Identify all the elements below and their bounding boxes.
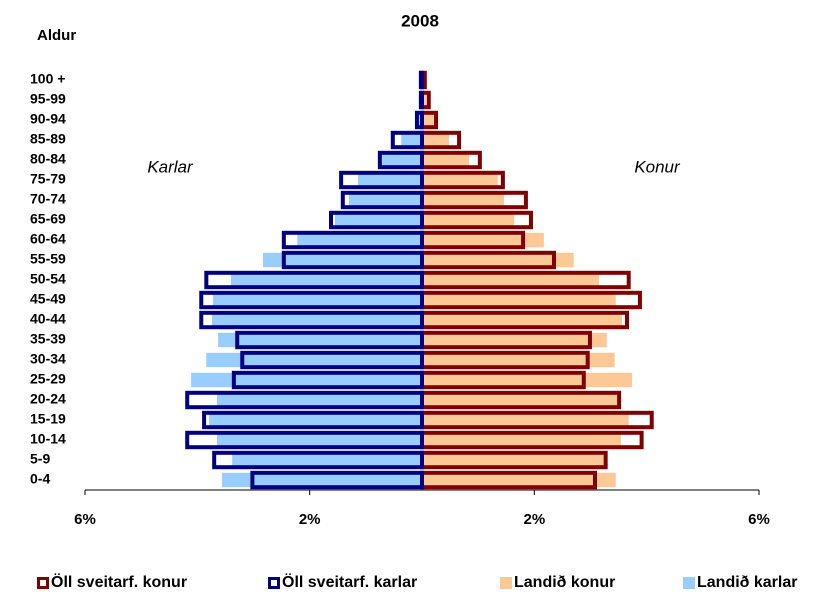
y-tick-label: 100 +: [30, 71, 65, 87]
y-tick-label: 55-59: [30, 251, 66, 267]
bar: [339, 170, 424, 190]
bar: [422, 192, 505, 208]
bar: [422, 372, 633, 388]
bar: [422, 432, 621, 448]
y-tick-label: 45-49: [30, 291, 66, 307]
legend-label: Landið konur: [514, 574, 615, 591]
y-tick-label: 35-39: [30, 331, 66, 347]
y-tick-label: 80-84: [30, 151, 66, 167]
bar: [216, 392, 422, 408]
bar: [235, 330, 424, 350]
bar: [414, 110, 425, 130]
bar: [422, 212, 515, 228]
x-tick-label: 2%: [299, 511, 321, 528]
y-tick-label: 40-44: [30, 311, 66, 327]
bar: [231, 272, 422, 288]
y-tick-label: 20-24: [30, 391, 66, 407]
bar: [240, 350, 424, 370]
y-tick-label: 95-99: [30, 91, 66, 107]
bar: [213, 292, 422, 308]
bar: [422, 332, 607, 348]
bar: [422, 172, 498, 188]
legend-label: Öll sveitarf. karlar: [282, 572, 417, 591]
x-tick-label: 2%: [523, 511, 545, 528]
y-tick-label: 0-4: [30, 471, 50, 487]
bar: [206, 352, 422, 368]
bar: [185, 430, 424, 450]
y-tick-label: 50-54: [30, 271, 66, 287]
annotation: Karlar: [147, 157, 194, 176]
bar: [422, 392, 620, 408]
y-tick-label: 30-34: [30, 351, 66, 367]
bar: [297, 232, 422, 248]
y-tick-label: 75-79: [30, 171, 66, 187]
y-tick-label: 10-14: [30, 431, 66, 447]
bar: [422, 272, 599, 288]
bar: [401, 132, 422, 148]
bar: [211, 312, 422, 328]
legend-label: Landið karlar: [697, 574, 797, 591]
bar: [216, 432, 422, 448]
bar: [357, 172, 422, 188]
bar: [422, 112, 434, 128]
bar: [218, 332, 422, 348]
bar: [422, 132, 449, 148]
bar: [422, 452, 606, 468]
bar: [232, 452, 422, 468]
bar: [199, 310, 424, 330]
y-axis-label: Aldur: [37, 27, 76, 44]
bar: [202, 410, 424, 430]
bar: [191, 372, 422, 388]
y-tick-label: 25-29: [30, 371, 66, 387]
bar: [231, 370, 424, 390]
bar: [390, 130, 425, 150]
bar: [334, 212, 422, 228]
bar: [382, 152, 422, 168]
bar: [422, 232, 544, 248]
bar: [422, 292, 616, 308]
x-tick-label: 6%: [748, 511, 770, 528]
bar: [263, 252, 422, 268]
y-tick-label: 5-9: [30, 451, 50, 467]
bar: [340, 190, 424, 210]
chart-title: 2008: [401, 11, 439, 30]
annotation: Konur: [634, 157, 681, 176]
x-tick-label: 6%: [74, 511, 96, 528]
y-tick-label: 60-64: [30, 231, 66, 247]
bar: [185, 390, 424, 410]
bar: [250, 470, 424, 490]
bar: [418, 90, 425, 110]
bar: [281, 250, 424, 270]
bar: [377, 150, 424, 170]
legend-swatch: [268, 577, 280, 589]
bar: [199, 290, 424, 310]
legend-label: Öll sveitarf. konur: [51, 572, 187, 591]
bar: [422, 472, 616, 488]
legend-swatch: [37, 577, 49, 589]
bar: [329, 210, 425, 230]
legend-swatch: [683, 577, 695, 589]
bar: [422, 152, 470, 168]
y-tick-label: 15-19: [30, 411, 66, 427]
legend-swatch: [500, 577, 512, 589]
y-tick-label: 70-74: [30, 191, 66, 207]
bar: [204, 270, 424, 290]
bar: [422, 412, 629, 428]
bar: [348, 192, 422, 208]
y-tick-label: 85-89: [30, 131, 66, 147]
bar: [418, 70, 425, 90]
bar: [212, 450, 424, 470]
bar: [222, 472, 422, 488]
bar: [422, 352, 615, 368]
bar: [422, 312, 622, 328]
y-tick-label: 90-94: [30, 111, 66, 127]
bar: [422, 252, 574, 268]
y-tick-label: 65-69: [30, 211, 66, 227]
bar: [281, 230, 424, 250]
bar: [209, 412, 422, 428]
